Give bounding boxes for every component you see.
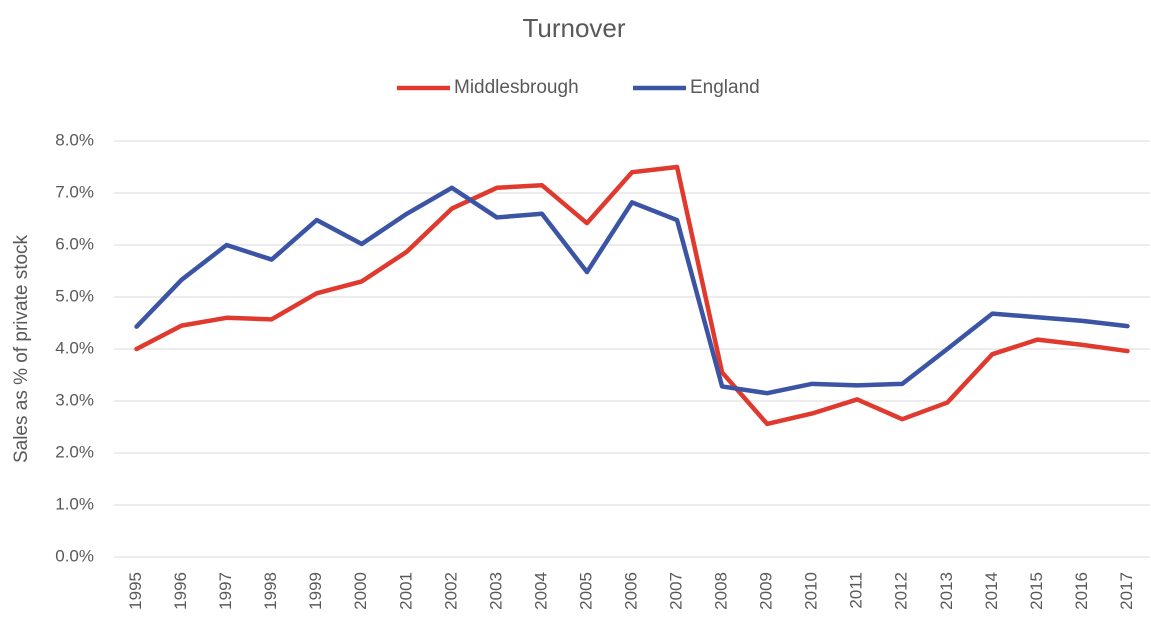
x-tick-label: 2004 xyxy=(531,572,550,610)
y-tick-label: 3.0% xyxy=(55,390,94,409)
y-axis-label: Sales as % of private stock xyxy=(11,234,32,463)
x-tick-label: 2009 xyxy=(757,572,776,610)
x-tick-label: 2008 xyxy=(712,572,731,610)
y-tick-label: 5.0% xyxy=(55,286,94,305)
x-tick-label: 2017 xyxy=(1117,572,1136,610)
x-tick-label: 2010 xyxy=(802,572,821,610)
series-line xyxy=(134,164,1130,427)
y-tick-label: 7.0% xyxy=(55,182,94,201)
x-tick-label: 2011 xyxy=(847,572,866,609)
y-tick-label: 8.0% xyxy=(55,130,94,149)
series-line xyxy=(134,185,1130,396)
x-tick-label: 1995 xyxy=(126,572,145,610)
x-tick-label: 1997 xyxy=(216,572,235,610)
x-tick-label: 2012 xyxy=(892,572,911,610)
chart-title: Turnover xyxy=(522,13,625,43)
legend-label: Middlesbrough xyxy=(454,77,579,98)
x-tick-label: 2016 xyxy=(1072,572,1091,610)
x-tick-label: 2005 xyxy=(576,572,595,610)
y-tick-label: 4.0% xyxy=(55,338,94,357)
x-tick-label: 2014 xyxy=(982,572,1001,610)
x-tick-label: 2007 xyxy=(667,572,686,610)
x-tick-label: 1999 xyxy=(306,572,325,610)
x-tick-label: 2001 xyxy=(396,572,415,610)
x-tick-label: 2015 xyxy=(1027,572,1046,610)
x-tick-label: 1998 xyxy=(261,572,280,610)
x-tick-label: 1996 xyxy=(171,572,190,610)
y-tick-label: 6.0% xyxy=(55,234,94,253)
legend-label: England xyxy=(690,77,760,98)
y-tick-label: 0.0% xyxy=(55,546,94,565)
x-tick-label: 2003 xyxy=(486,572,505,610)
y-tick-label: 2.0% xyxy=(55,442,94,461)
x-tick-label: 2013 xyxy=(937,572,956,610)
x-tick-label: 2000 xyxy=(351,572,370,610)
x-tick-label: 2002 xyxy=(441,572,460,610)
x-tick-label: 2006 xyxy=(621,572,640,610)
y-tick-label: 1.0% xyxy=(55,494,94,513)
